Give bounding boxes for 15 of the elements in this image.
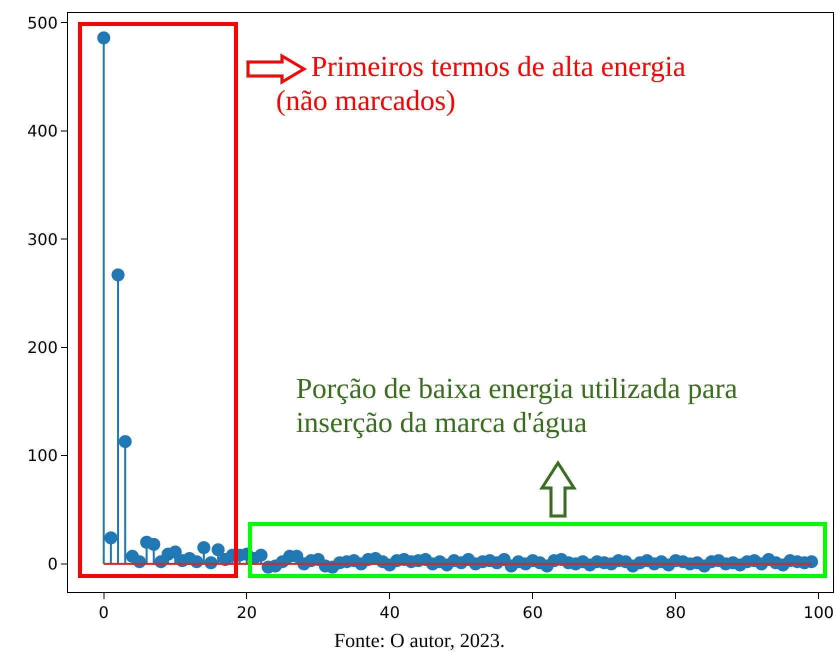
annotation: Primeiros termos de alta energia (não marcados) [276,50,687,118]
y-tick-label: 400 [27,122,58,141]
y-tick-label: 300 [27,230,58,249]
x-tick-label: 20 [236,603,257,622]
y-tick-label: 100 [27,446,58,466]
y-tick-label: 500 [27,13,58,32]
y-tick-label: 0 [48,554,58,574]
x-tick-label: 0 [98,603,109,622]
x-tick-label: 40 [380,603,400,622]
annotation: Porção de baixa energia utilizada para inserção da marca d'água [296,372,738,440]
source-note: Fonte: O autor, 2023. [333,629,506,654]
x-tick-label: 80 [666,603,686,622]
y-tick-label: 200 [27,338,58,358]
x-tick-label: 100 [803,603,834,622]
x-tick-label: 60 [522,603,543,622]
